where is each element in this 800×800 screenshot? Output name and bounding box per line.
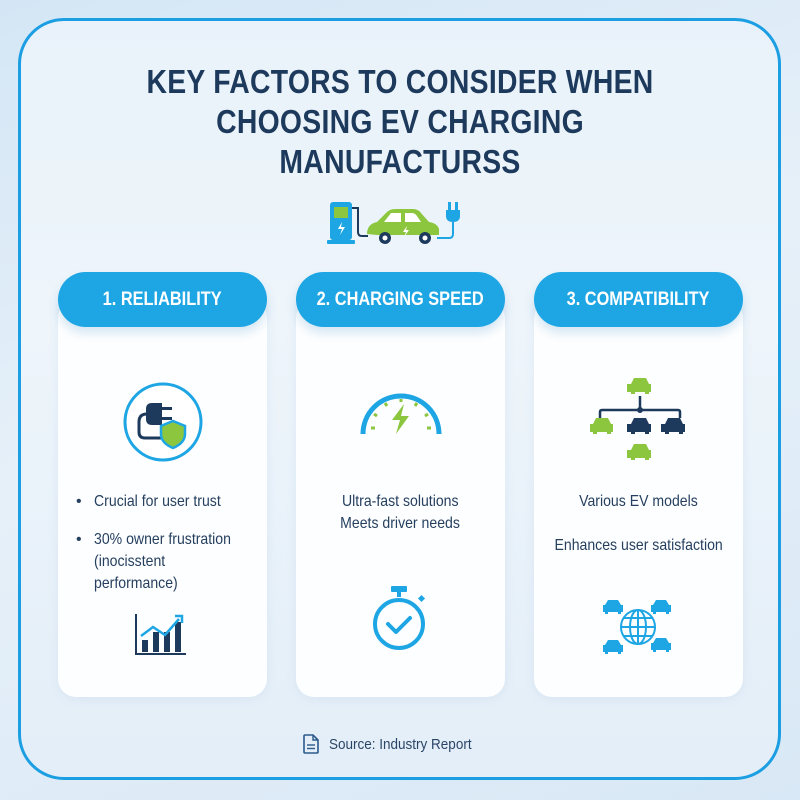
stopwatch-check-icon <box>373 586 426 650</box>
card-text: Various EV models Enhances user satisfac… <box>554 493 723 554</box>
document-icon <box>303 734 319 754</box>
growth-bar-chart-icon <box>135 614 186 655</box>
globe-cars-icon <box>603 600 671 654</box>
ev-charging-hero-icon <box>327 202 460 244</box>
card-charging-speed <box>296 300 505 697</box>
source-citation: Source: Industry Report <box>303 734 487 754</box>
car-network-icon <box>590 378 685 460</box>
card-heading-compatibility: 3. COMPATIBILITY <box>534 272 743 327</box>
speedometer-bolt-icon <box>360 393 442 435</box>
card-heading-charging-speed: 2. CHARGING SPEED <box>296 272 505 327</box>
page-title: KEY FACTORS TO CONSIDER WHEN CHOOSING EV… <box>56 62 744 182</box>
source-label: Source: Industry Report <box>329 735 472 753</box>
plug-shield-icon <box>123 382 203 462</box>
card-text: Ultra-fast solutions Meets driver needs <box>340 493 461 532</box>
title-line-2: CHOOSING EV CHARGING <box>216 103 584 140</box>
bullet-item: • 30% owner frustration (inocisstent per… <box>76 531 231 592</box>
card-heading-reliability: 1. RELIABILITY <box>58 272 267 327</box>
card-reliability <box>58 300 267 697</box>
title-line-3: MANUFACTURSS <box>279 143 521 180</box>
bullet-item: • Crucial for user trust <box>76 493 221 510</box>
title-line-1: KEY FACTORS TO CONSIDER WHEN <box>146 63 654 100</box>
